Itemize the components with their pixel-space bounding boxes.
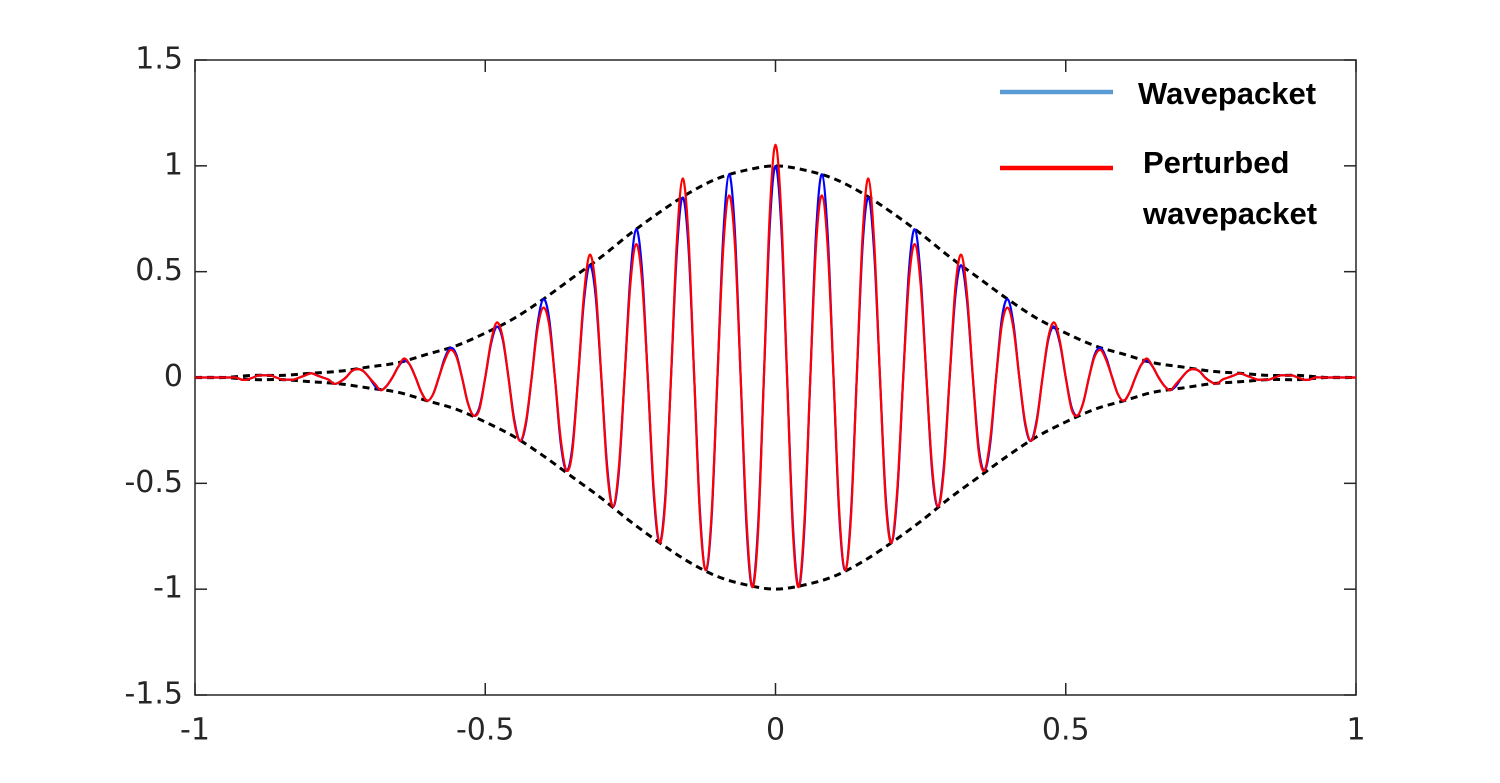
x-tick-label: 0 <box>766 713 785 748</box>
y-tick-label: -1.5 <box>124 677 183 712</box>
envelope-line <box>194 164 1357 380</box>
y-tick-label: -0.5 <box>124 465 183 500</box>
legend-label: Perturbed wavepacket <box>1143 145 1318 231</box>
series-line <box>195 143 1356 589</box>
y-tick-label: 1.5 <box>135 42 183 77</box>
x-tick-label: -1 <box>180 713 210 748</box>
x-tick-label: -0.5 <box>456 713 515 748</box>
y-tick-label: 1 <box>164 147 183 182</box>
x-tick-label: 0.5 <box>1042 713 1090 748</box>
envelope-line <box>194 375 1357 591</box>
y-tick-label: -1 <box>153 571 183 606</box>
x-tick-label: 1 <box>1346 713 1365 748</box>
y-tick-label: 0 <box>164 359 183 394</box>
legend-label: Wavepacket <box>1138 76 1317 111</box>
y-tick-label: 0.5 <box>135 253 183 288</box>
